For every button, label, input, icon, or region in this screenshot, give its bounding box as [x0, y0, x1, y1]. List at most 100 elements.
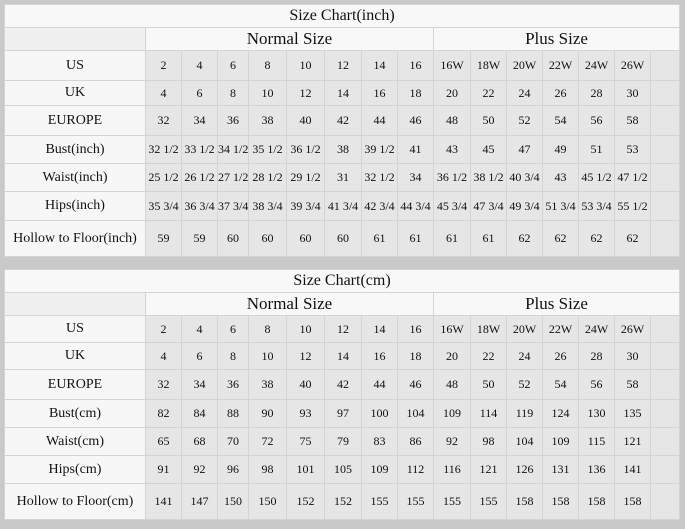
size-value-cell: 32 [145, 369, 182, 400]
size-value-cell: 16 [397, 50, 434, 81]
size-value-cell: 18 [397, 342, 434, 370]
size-value-cell: 12 [286, 342, 325, 370]
size-value-cell: 8 [248, 50, 287, 81]
size-value-cell: 40 [286, 369, 325, 400]
size-value-cell: 24W [578, 50, 615, 81]
size-value-cell: 10 [286, 315, 325, 343]
size-value-cell: 155 [361, 483, 398, 520]
size-value-cell: 26 [542, 80, 579, 106]
size-value-cell: 4 [145, 342, 182, 370]
corner-cell [4, 292, 146, 316]
size-value-cell: 124 [542, 399, 579, 428]
size-value-cell: 2 [145, 315, 182, 343]
size-value-cell: 92 [181, 455, 218, 484]
size-value-cell: 84 [181, 399, 218, 428]
size-value-cell: 86 [397, 427, 434, 456]
size-value-cell: 62 [614, 220, 651, 257]
size-value-cell: 36 1/2 [433, 163, 471, 192]
size-value-cell: 158 [614, 483, 651, 520]
table-row: Bust(cm) 82 84 88 90 93 97 100 104 109 114 119 124 13… [4, 399, 680, 428]
size-value-cell: 101 [286, 455, 325, 484]
size-chart-cm: Size Chart(cm) Normal Size Plus Size US 2 4 6 8… [4, 269, 680, 520]
size-value-cell: 58 [614, 369, 651, 400]
size-value-cell: 61 [397, 220, 434, 257]
size-value-cell: 22 [470, 342, 507, 370]
size-value-cell: 36 1/2 [286, 135, 325, 164]
size-value-cell: 22W [542, 315, 579, 343]
empty-cell [650, 455, 680, 484]
size-value-cell: 51 3/4 [542, 191, 579, 221]
row-label: EUROPE [4, 105, 146, 136]
size-value-cell: 38 1/2 [470, 163, 507, 192]
size-value-cell: 37 3/4 [217, 191, 249, 221]
size-value-cell: 75 [286, 427, 325, 456]
size-value-cell: 121 [614, 427, 651, 456]
size-value-cell: 49 3/4 [506, 191, 543, 221]
size-value-cell: 92 [433, 427, 471, 456]
size-value-cell: 34 [181, 105, 218, 136]
size-value-cell: 20W [506, 315, 543, 343]
size-value-cell: 119 [506, 399, 543, 428]
size-value-cell: 4 [181, 315, 218, 343]
empty-cell [650, 50, 680, 81]
size-value-cell: 4 [181, 50, 218, 81]
size-value-cell: 24 [506, 80, 543, 106]
size-value-cell: 8 [248, 315, 287, 343]
row-label: EUROPE [4, 369, 146, 400]
size-value-cell: 26 [542, 342, 579, 370]
empty-cell [650, 427, 680, 456]
size-value-cell: 53 [614, 135, 651, 164]
size-value-cell: 88 [217, 399, 249, 428]
row-label: UK [4, 342, 146, 370]
size-value-cell: 8 [217, 80, 249, 106]
table-row: US 2 4 6 8 10 12 14 16 16W 18W 20W 22W 24W 26W [4, 50, 680, 81]
size-value-cell: 115 [578, 427, 615, 456]
size-value-cell: 52 [506, 105, 543, 136]
size-value-cell: 10 [248, 342, 287, 370]
size-value-cell: 62 [578, 220, 615, 257]
size-value-cell: 104 [506, 427, 543, 456]
size-value-cell: 16W [433, 50, 471, 81]
size-value-cell: 131 [542, 455, 579, 484]
empty-cell [650, 315, 680, 343]
size-value-cell: 25 1/2 [145, 163, 182, 192]
table-row: Waist(cm) 65 68 70 72 75 79 83 86 92 98 104 109 115 12… [4, 427, 680, 456]
size-value-cell: 82 [145, 399, 182, 428]
size-value-cell: 121 [470, 455, 507, 484]
size-value-cell: 47 3/4 [470, 191, 507, 221]
size-value-cell: 44 [361, 105, 398, 136]
size-value-cell: 33 1/2 [181, 135, 218, 164]
size-value-cell: 18 [397, 80, 434, 106]
size-value-cell: 61 [361, 220, 398, 257]
table-row: Hips(inch) 35 3/4 36 3/4 37 3/4 38 3/4 39 3/4… [4, 191, 680, 221]
size-value-cell: 72 [248, 427, 287, 456]
size-value-cell: 158 [542, 483, 579, 520]
size-value-cell: 35 1/2 [248, 135, 287, 164]
empty-cell [650, 369, 680, 400]
size-value-cell: 152 [286, 483, 325, 520]
table-row: UK 4 6 8 10 12 14 16 18 20 22 24 26 28 30 [4, 342, 680, 370]
table-row: EUROPE 32 34 36 38 40 42 44 46 48 50 52 54 56 58 [4, 369, 680, 400]
size-value-cell: 10 [286, 50, 325, 81]
size-value-cell: 141 [614, 455, 651, 484]
size-value-cell: 135 [614, 399, 651, 428]
size-value-cell: 56 [578, 105, 615, 136]
empty-cell [650, 135, 680, 164]
size-value-cell: 45 1/2 [578, 163, 615, 192]
size-value-cell: 6 [217, 50, 249, 81]
size-value-cell: 60 [248, 220, 287, 257]
size-value-cell: 42 [324, 369, 362, 400]
size-value-cell: 34 1/2 [217, 135, 249, 164]
size-value-cell: 12 [324, 315, 362, 343]
size-value-cell: 24W [578, 315, 615, 343]
size-value-cell: 56 [578, 369, 615, 400]
size-value-cell: 18W [470, 315, 507, 343]
empty-cell [650, 483, 680, 520]
size-value-cell: 26 1/2 [181, 163, 218, 192]
size-value-cell: 109 [433, 399, 471, 428]
size-value-cell: 70 [217, 427, 249, 456]
size-value-cell: 98 [248, 455, 287, 484]
size-chart-inch: Size Chart(inch) Normal Size Plus Size US 2 4… [4, 4, 680, 257]
size-value-cell: 97 [324, 399, 362, 428]
size-value-cell: 52 [506, 369, 543, 400]
